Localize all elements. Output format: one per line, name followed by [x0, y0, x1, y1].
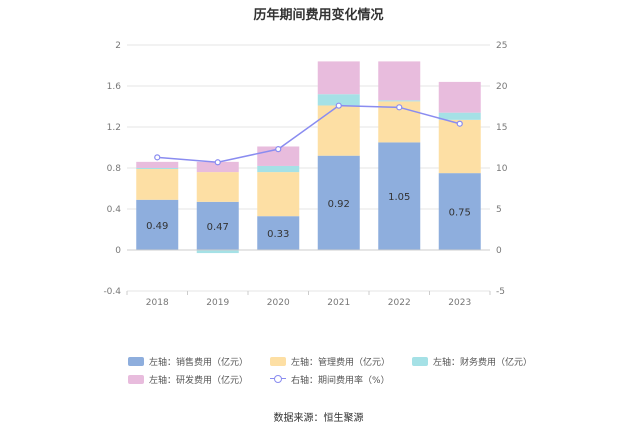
bar-segment — [136, 161, 179, 168]
rate-line-point — [275, 146, 282, 153]
bar-value-label: 1.05 — [388, 192, 410, 203]
x-tick-label: 2018 — [146, 298, 169, 308]
right-tick-label: 10 — [496, 164, 508, 174]
legend-label-admin: 左轴：管理费用（亿元） — [291, 357, 391, 368]
x-tick-label: 2020 — [267, 298, 290, 308]
rate-line-point — [335, 102, 342, 109]
x-tick-label: 2022 — [388, 298, 411, 308]
bar-segment — [196, 201, 239, 250]
bar-segment — [378, 100, 421, 102]
left-tick-label: 1.2 — [107, 123, 121, 133]
bar-segment — [317, 105, 360, 156]
legend-swatch-admin — [270, 356, 287, 366]
bar-segment — [257, 216, 300, 250]
bar-value-label: 0.33 — [267, 229, 289, 240]
x-tick-label: 2023 — [448, 298, 471, 308]
bar-value-label: 0.75 — [449, 208, 471, 219]
legend-label-sales: 左轴：销售费用（亿元） — [149, 357, 249, 368]
bar-value-label: 0.47 — [207, 222, 229, 233]
bar-value-label: 0.92 — [328, 199, 350, 210]
right-tick-label: 5 — [496, 205, 502, 215]
legend-item-rate[interactable]: 右轴：期间费用率（%） — [270, 373, 390, 386]
bar-segment — [378, 142, 421, 250]
bar-segment — [136, 199, 179, 250]
grid-lines — [127, 44, 490, 292]
left-tick-label: 0.4 — [107, 205, 122, 215]
rate-line-path — [157, 104, 460, 164]
bar-segment — [257, 172, 300, 217]
x-tick-label: 2021 — [327, 298, 350, 308]
x-tick-label: 2019 — [206, 298, 229, 308]
source-text: 数据来源：恒生聚源 — [273, 413, 364, 424]
bar-segment — [196, 172, 239, 202]
bar-segment — [438, 119, 481, 174]
chart-title: 历年期间费用变化情况 — [253, 8, 384, 23]
bar-value-label: 0.49 — [146, 221, 168, 232]
legend-swatch-rd — [128, 374, 144, 384]
bar-segment — [136, 168, 179, 170]
legend-label-finance: 左轴：财务费用（亿元） — [433, 357, 533, 368]
legend: 左轴：销售费用（亿元） 左轴：管理费用（亿元） 左轴：财务费用（亿元） 左轴：研… — [128, 352, 532, 388]
bar-segment — [257, 165, 300, 173]
right-tick-label: 20 — [496, 82, 508, 92]
rate-line-point — [154, 154, 161, 161]
right-tick-label: 15 — [496, 123, 507, 133]
rate-line-point — [456, 120, 463, 127]
bar-segment — [438, 173, 481, 250]
left-tick-label: 1.6 — [107, 82, 122, 92]
right-tick-label: 0 — [496, 246, 502, 256]
legend-item-rd[interactable]: 左轴：研发费用（亿元） — [128, 373, 248, 386]
rate-line-point — [396, 104, 403, 111]
bar-segment — [196, 250, 239, 254]
axes: -0.4 0 0.4 0.8 1.2 1.6 2 -5 0 5 10 15 20 25 2018 2019 20… — [103, 41, 507, 308]
left-tick-label: 0.8 — [107, 164, 122, 174]
rate-line — [154, 102, 463, 166]
rate-line-point — [214, 159, 221, 166]
bar-segment — [317, 94, 360, 106]
legend-swatch-finance — [412, 356, 429, 366]
bar-value-labels: 0.49 0.47 0.33 0.92 1.05 0.75 — [146, 192, 471, 240]
bar-segment — [438, 81, 481, 113]
left-tick-label: -0.4 — [103, 287, 121, 297]
legend-item-sales[interactable]: 左轴：销售费用（亿元） — [128, 355, 248, 368]
legend-label-rate: 右轴：期间费用率（%） — [291, 375, 390, 386]
right-tick-label: 25 — [496, 41, 507, 51]
bar-stacks — [136, 61, 481, 254]
bar-segment — [378, 61, 421, 101]
bar-segment — [317, 155, 360, 250]
legend-swatch-rate — [270, 374, 287, 384]
legend-label-rd: 左轴：研发费用（亿元） — [149, 375, 249, 386]
bar-segment — [196, 161, 239, 173]
left-tick-label: 2 — [115, 41, 121, 51]
legend-item-finance[interactable]: 左轴：财务费用（亿元） — [412, 355, 532, 368]
bar-segment — [438, 112, 481, 120]
bar-segment — [317, 61, 360, 95]
bar-segment — [136, 169, 179, 200]
left-tick-label: 0 — [115, 246, 121, 256]
legend-swatch-sales — [128, 356, 144, 366]
legend-item-admin[interactable]: 左轴：管理费用（亿元） — [270, 355, 390, 368]
right-tick-label: -5 — [496, 287, 505, 297]
